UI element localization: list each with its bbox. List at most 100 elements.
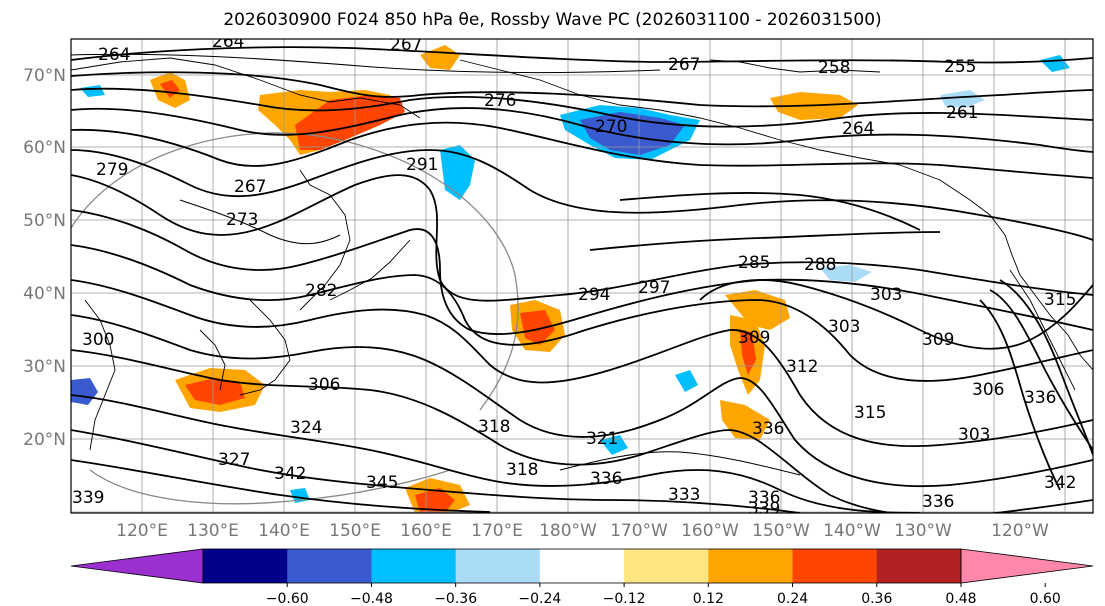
colorbar-segment xyxy=(708,549,794,583)
map-plot-area: 264 264 267 267 258 255 276 270 264 261 … xyxy=(71,32,1093,519)
contour-label: 333 xyxy=(668,485,700,505)
lat-label: 20°N xyxy=(23,430,66,450)
colorbar-extend-high xyxy=(960,548,1094,584)
contour-label: 315 xyxy=(1044,290,1076,310)
contour-label: 264 xyxy=(212,32,244,52)
colorbar-tick-label: −0.48 xyxy=(350,591,393,606)
contour-label: 276 xyxy=(484,91,516,111)
colorbar-segment xyxy=(287,549,372,583)
lon-label: 140°E xyxy=(258,521,310,541)
contour-label: 303 xyxy=(870,285,902,305)
lon-label: 180°W xyxy=(539,521,597,541)
contour-label: 318 xyxy=(478,417,510,437)
lon-label: 150°E xyxy=(329,521,381,541)
contour-label: 279 xyxy=(96,160,128,180)
map-title: 2026030900 F024 850 hPa θe, Rossby Wave … xyxy=(223,10,882,30)
contour-labels: 264 264 267 267 258 255 276 270 264 261 … xyxy=(72,32,1076,519)
contour-label: 309 xyxy=(738,328,770,348)
contour-label: 264 xyxy=(842,119,874,139)
contour-label: 261 xyxy=(946,103,978,123)
colorbar-tick-label: 0.48 xyxy=(945,591,976,606)
theta-e-contours-thin xyxy=(71,53,801,476)
lon-label: 120°W xyxy=(991,521,1049,541)
longitude-labels: 120°E 130°E 140°E 150°E 160°E 170°E 180°… xyxy=(116,521,1049,541)
contour-label: 336 xyxy=(748,488,780,508)
contour-label: 327 xyxy=(218,450,250,470)
reference-arcs xyxy=(71,132,519,505)
colorbar-segment xyxy=(876,549,962,583)
contour-label: 324 xyxy=(290,418,322,438)
lat-label: 30°N xyxy=(23,357,66,377)
contour-label: 300 xyxy=(82,330,114,350)
colorbar-segment xyxy=(455,549,541,583)
colorbar-frame xyxy=(202,548,962,584)
colorbar-tick-label: 0.24 xyxy=(777,591,808,606)
contour-label: 297 xyxy=(638,278,670,298)
coastlines xyxy=(71,57,1093,451)
contour-label: 267 xyxy=(668,55,700,75)
contour-label: 339 xyxy=(748,499,780,519)
contour-label: 270 xyxy=(595,117,627,137)
plot-frame xyxy=(70,38,1094,514)
lat-label: 60°N xyxy=(23,138,66,158)
colorbar-tick-label: −0.60 xyxy=(266,591,309,606)
contour-label: 264 xyxy=(98,45,130,65)
contour-label: 306 xyxy=(972,380,1004,400)
lat-label: 40°N xyxy=(23,284,66,304)
lat-label: 50°N xyxy=(23,211,66,231)
colorbar-tick-label: 0.60 xyxy=(1030,591,1061,606)
colorbar-segment xyxy=(203,549,288,583)
colorbar-extend-low xyxy=(70,548,204,584)
colorbar-tick-label: −0.12 xyxy=(603,591,646,606)
contour-label: 273 xyxy=(226,210,258,230)
contour-label: 291 xyxy=(406,155,438,175)
colorbar-segment xyxy=(539,549,625,583)
contour-label: 345 xyxy=(366,473,398,493)
lon-label: 170°W xyxy=(610,521,668,541)
contour-label: 339 xyxy=(72,488,104,508)
contour-label: 255 xyxy=(944,57,976,77)
contour-label: 267 xyxy=(390,35,422,55)
contour-label: 258 xyxy=(818,58,850,78)
contour-label: 285 xyxy=(738,253,770,273)
lon-label: 160°E xyxy=(400,521,452,541)
contour-label: 303 xyxy=(828,317,860,337)
contour-label: 315 xyxy=(854,403,886,423)
contour-label: 342 xyxy=(1044,473,1076,493)
colorbar-segment xyxy=(624,549,709,583)
theta-e-contours xyxy=(71,46,1093,513)
contour-label: 336 xyxy=(752,419,784,439)
contour-label: 267 xyxy=(234,177,266,197)
contour-label: 312 xyxy=(786,357,818,377)
contour-label: 342 xyxy=(274,464,306,484)
contour-label: 303 xyxy=(958,425,990,445)
contour-label: 321 xyxy=(586,429,618,449)
lon-label: 150°W xyxy=(752,521,810,541)
lon-label: 170°E xyxy=(471,521,523,541)
colorbar-segment xyxy=(371,549,457,583)
colorbar-tick-label: 0.12 xyxy=(693,591,724,606)
lat-label: 70°N xyxy=(23,66,66,86)
lat-lon-grid xyxy=(71,39,1093,513)
latitude-labels: 70°N 60°N 50°N 40°N 30°N 20°N xyxy=(23,66,66,450)
contour-label: 309 xyxy=(922,330,954,350)
colorbar: −0.60 −0.48 −0.36 −0.24 −0.12 0.12 0.24 0.36 0.4… xyxy=(70,548,1094,606)
contour-label: 336 xyxy=(922,492,954,512)
contour-label: 288 xyxy=(804,255,836,275)
lon-label: 130°W xyxy=(894,521,952,541)
colorbar-segment xyxy=(792,549,878,583)
lon-label: 160°W xyxy=(681,521,739,541)
contour-label: 294 xyxy=(578,285,610,305)
contour-label: 282 xyxy=(305,281,337,301)
contour-label: 336 xyxy=(1024,388,1056,408)
lon-label: 140°W xyxy=(823,521,881,541)
anomaly-shading xyxy=(71,45,1070,513)
contour-label: 306 xyxy=(308,375,340,395)
lon-label: 130°E xyxy=(187,521,239,541)
contour-label: 336 xyxy=(590,469,622,489)
lon-label: 120°E xyxy=(116,521,168,541)
contour-label: 318 xyxy=(506,460,538,480)
colorbar-tick-label: −0.24 xyxy=(518,591,561,606)
colorbar-tick-label: 0.36 xyxy=(861,591,892,606)
